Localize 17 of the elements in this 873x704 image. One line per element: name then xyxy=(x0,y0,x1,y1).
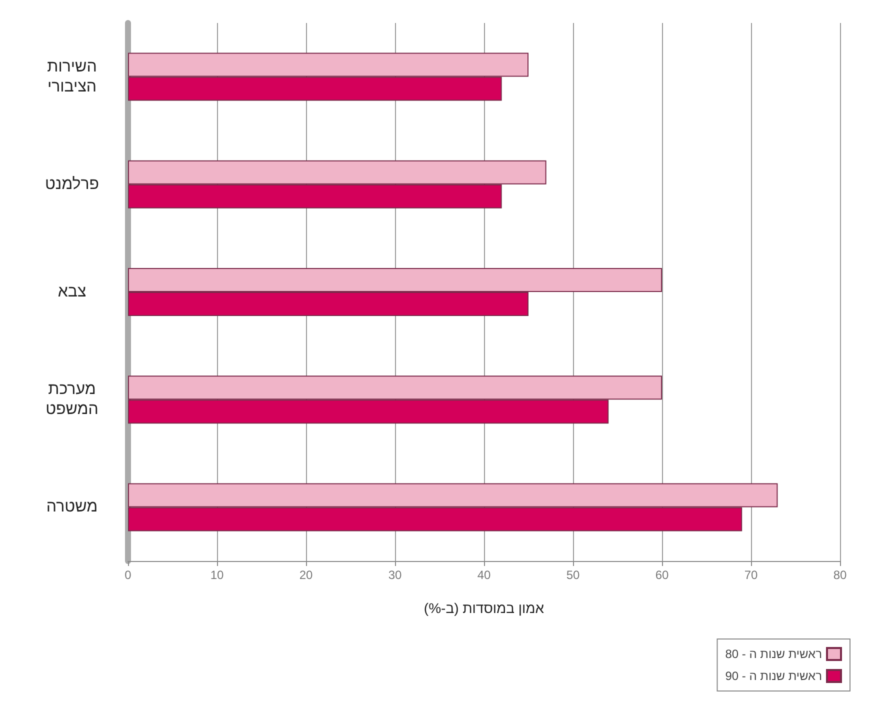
y-tick-label: מערכת המשפט xyxy=(46,381,98,418)
x-tick-label: 30 xyxy=(388,568,402,582)
y-tick-label: פרלמנט xyxy=(44,174,100,193)
x-axis-title: אמון במוסדות (ב-%) xyxy=(424,600,544,616)
x-tick-label: 10 xyxy=(210,568,224,582)
x-tick-label: 80 xyxy=(833,568,847,582)
y-tick-label: משטרה xyxy=(46,498,98,516)
x-tick-label: 20 xyxy=(299,568,313,582)
x-tick-label: 0 xyxy=(124,568,132,582)
legend-label: ראשית שנות ה - 80 xyxy=(725,647,822,661)
y-tick-label: צבא xyxy=(58,284,86,300)
x-tick-label: 70 xyxy=(744,568,758,582)
x-tick-label: 50 xyxy=(566,568,580,582)
legend-label: ראשית שנות ה - 90 xyxy=(725,669,822,683)
x-tick-label: 60 xyxy=(655,568,669,582)
y-tick-label: השירות הציבורי xyxy=(47,58,97,96)
x-tick-label: 40 xyxy=(477,568,491,582)
